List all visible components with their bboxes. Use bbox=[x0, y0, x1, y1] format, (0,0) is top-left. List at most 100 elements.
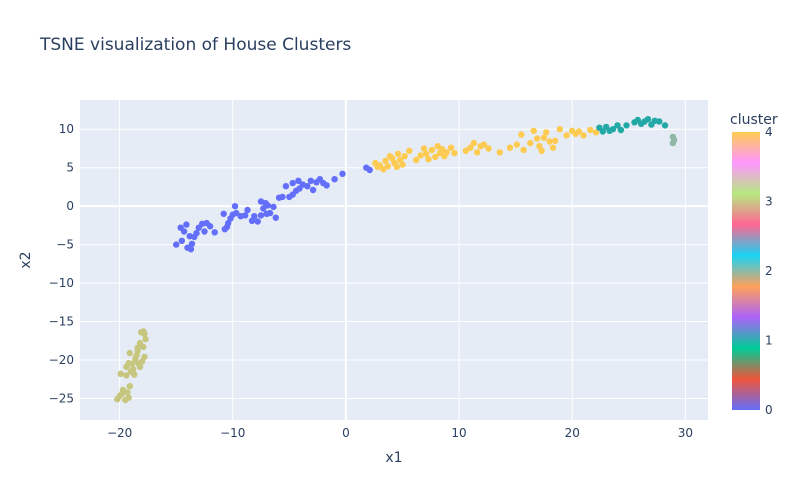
x-tick-label: −10 bbox=[220, 426, 245, 440]
data-point-cluster-3 bbox=[140, 343, 147, 351]
data-point-cluster-4 bbox=[592, 129, 600, 136]
data-point-cluster-4 bbox=[380, 166, 387, 173]
y-tick-label: 5 bbox=[66, 161, 74, 175]
data-point-cluster-3 bbox=[126, 349, 133, 357]
y-tick-label: −20 bbox=[49, 353, 74, 367]
data-point-cluster-4 bbox=[549, 144, 557, 151]
data-point-cluster-0 bbox=[233, 209, 240, 217]
zero-lines bbox=[80, 100, 708, 420]
colorbar-tick-label: 4 bbox=[765, 125, 773, 139]
data-point-cluster-4 bbox=[587, 126, 594, 134]
data-points bbox=[114, 116, 678, 404]
data-point-cluster-0 bbox=[295, 177, 302, 184]
data-point-cluster-3 bbox=[132, 355, 139, 362]
data-point-cluster-3 bbox=[125, 394, 132, 401]
data-point-cluster-0 bbox=[180, 228, 188, 235]
data-point-cluster-4 bbox=[485, 145, 492, 152]
data-point-cluster-4 bbox=[506, 144, 514, 151]
data-point-cluster-4 bbox=[401, 153, 408, 160]
data-point-cluster-3 bbox=[123, 372, 130, 379]
data-point-cluster-0 bbox=[282, 183, 290, 190]
data-point-cluster-0 bbox=[264, 202, 271, 209]
data-point-cluster-0 bbox=[323, 182, 330, 189]
data-point-cluster-4 bbox=[540, 134, 548, 141]
y-tick-label: −10 bbox=[49, 276, 74, 290]
colorbar-tick-label: 0 bbox=[765, 403, 773, 417]
data-point-cluster-3 bbox=[136, 363, 144, 371]
y-tick-label: −5 bbox=[56, 238, 74, 252]
data-point-cluster-3 bbox=[125, 359, 132, 367]
y-tick-label: 10 bbox=[59, 122, 74, 136]
colorbar-title: cluster bbox=[730, 112, 778, 128]
data-point-cluster-4 bbox=[428, 146, 436, 154]
data-point-cluster-4 bbox=[393, 163, 400, 171]
data-point-cluster-4 bbox=[580, 132, 587, 139]
data-point-cluster-4 bbox=[417, 152, 424, 159]
x-tick-label: −20 bbox=[107, 426, 132, 440]
data-point-cluster-4 bbox=[563, 132, 570, 139]
data-point-cluster-3 bbox=[131, 371, 138, 378]
data-point-cluster-4 bbox=[552, 137, 559, 144]
data-point-cluster-4 bbox=[423, 150, 430, 157]
data-point-cluster-4 bbox=[538, 147, 545, 154]
data-point-cluster-3 bbox=[126, 383, 133, 390]
data-point-cluster-3 bbox=[130, 366, 137, 373]
y-tick-label: −25 bbox=[49, 391, 74, 405]
data-point-cluster-3 bbox=[669, 133, 677, 141]
colorbar bbox=[732, 132, 760, 410]
data-point-cluster-4 bbox=[513, 141, 520, 148]
data-point-cluster-4 bbox=[438, 146, 446, 153]
data-point-cluster-3 bbox=[124, 389, 131, 396]
data-point-cluster-4 bbox=[412, 156, 420, 164]
data-point-cluster-2 bbox=[599, 128, 606, 135]
data-point-cluster-3 bbox=[134, 344, 141, 351]
data-point-cluster-4 bbox=[467, 144, 474, 151]
data-point-cluster-4 bbox=[546, 138, 553, 145]
data-point-cluster-4 bbox=[474, 149, 481, 156]
data-point-cluster-3 bbox=[140, 328, 147, 335]
data-point-cluster-0 bbox=[257, 212, 265, 219]
data-point-cluster-4 bbox=[447, 144, 455, 151]
data-point-cluster-0 bbox=[279, 193, 286, 201]
data-point-cluster-2 bbox=[661, 122, 669, 129]
data-point-cluster-4 bbox=[384, 163, 391, 170]
data-point-cluster-4 bbox=[530, 127, 537, 134]
data-point-cluster-4 bbox=[527, 139, 534, 147]
data-point-cluster-2 bbox=[609, 126, 617, 133]
data-point-cluster-0 bbox=[178, 237, 185, 244]
data-point-cluster-4 bbox=[434, 143, 441, 150]
data-point-cluster-0 bbox=[244, 206, 251, 214]
data-point-cluster-0 bbox=[260, 205, 267, 212]
data-point-cluster-0 bbox=[339, 170, 346, 177]
data-point-cluster-0 bbox=[193, 229, 200, 237]
data-point-cluster-0 bbox=[254, 218, 261, 225]
data-point-cluster-0 bbox=[307, 177, 314, 184]
x-tick-label: 30 bbox=[678, 426, 693, 440]
x-axis-ticks: −20 −10 0 10 20 30 bbox=[107, 426, 693, 440]
data-point-cluster-3 bbox=[142, 336, 149, 343]
data-point-cluster-4 bbox=[533, 135, 541, 142]
data-point-cluster-0 bbox=[331, 176, 338, 183]
data-point-cluster-0 bbox=[187, 246, 195, 253]
data-point-cluster-0 bbox=[289, 179, 296, 187]
data-point-cluster-2 bbox=[617, 126, 625, 134]
grid-lines bbox=[80, 100, 708, 420]
colorbar-ticks: 0 1 2 3 4 bbox=[765, 125, 773, 417]
data-point-cluster-0 bbox=[270, 203, 277, 211]
data-point-cluster-3 bbox=[139, 358, 146, 365]
data-point-cluster-4 bbox=[520, 146, 527, 154]
data-point-cluster-2 bbox=[623, 122, 630, 129]
data-point-cluster-2 bbox=[614, 122, 621, 129]
x-axis-label: x1 bbox=[385, 450, 402, 466]
data-point-cluster-0 bbox=[272, 214, 279, 221]
data-point-cluster-4 bbox=[425, 156, 432, 163]
data-point-cluster-4 bbox=[443, 149, 450, 156]
data-point-cluster-0 bbox=[266, 209, 274, 217]
colorbar-tick-label: 2 bbox=[765, 264, 773, 278]
data-point-cluster-0 bbox=[173, 241, 180, 248]
data-point-cluster-4 bbox=[406, 147, 413, 154]
data-point-cluster-4 bbox=[420, 145, 428, 152]
data-point-cluster-4 bbox=[480, 141, 488, 148]
